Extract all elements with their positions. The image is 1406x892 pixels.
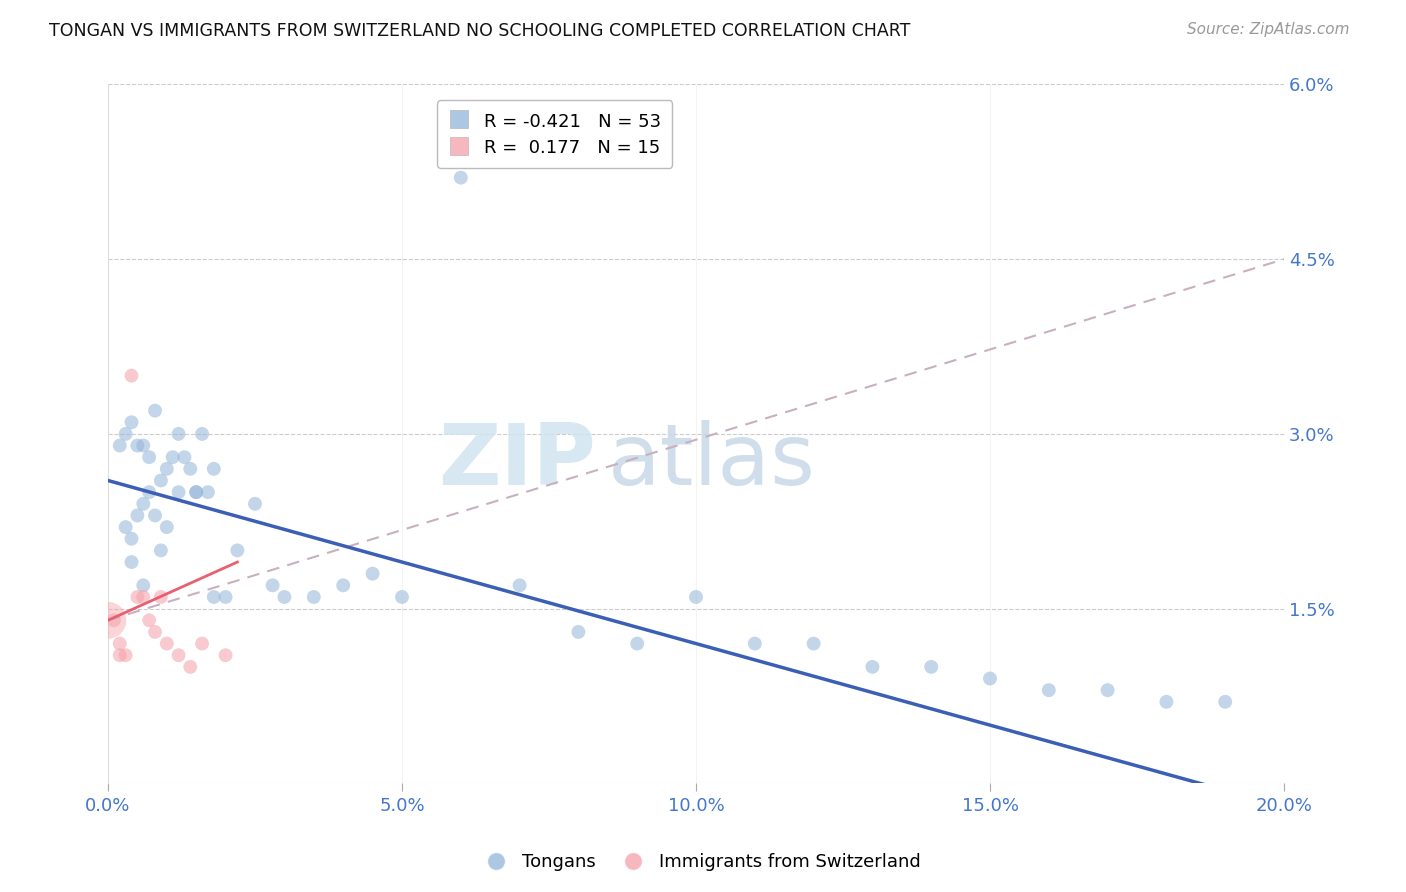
Point	[108, 637, 131, 651]
Point	[149, 543, 172, 558]
Point	[450, 170, 472, 185]
Point	[860, 660, 883, 674]
Point	[1038, 683, 1060, 698]
Point	[121, 368, 143, 383]
Point	[132, 497, 155, 511]
Point	[567, 624, 589, 639]
Point	[509, 578, 531, 592]
Point	[143, 624, 166, 639]
Point	[1156, 695, 1178, 709]
Point	[138, 485, 160, 500]
Point	[97, 613, 120, 627]
Text: TONGAN VS IMMIGRANTS FROM SWITZERLAND NO SCHOOLING COMPLETED CORRELATION CHART: TONGAN VS IMMIGRANTS FROM SWITZERLAND NO…	[49, 22, 911, 40]
Point	[202, 462, 225, 476]
Point	[167, 485, 190, 500]
Point	[121, 532, 143, 546]
Point	[1097, 683, 1119, 698]
Point	[138, 613, 160, 627]
Point	[143, 403, 166, 417]
Point	[173, 450, 195, 465]
Point	[162, 450, 184, 465]
Point	[114, 426, 136, 441]
Text: ZIP: ZIP	[439, 420, 596, 503]
Point	[149, 474, 172, 488]
Point	[143, 508, 166, 523]
Point	[167, 426, 190, 441]
Point	[179, 462, 201, 476]
Point	[1213, 695, 1236, 709]
Point	[332, 578, 354, 592]
Point	[121, 415, 143, 429]
Point	[214, 590, 236, 604]
Point	[191, 426, 214, 441]
Point	[920, 660, 942, 674]
Point	[127, 508, 149, 523]
Point	[138, 450, 160, 465]
Point	[103, 613, 125, 627]
Point	[179, 660, 201, 674]
Point	[132, 590, 155, 604]
Point	[197, 485, 219, 500]
Point	[685, 590, 707, 604]
Point	[167, 648, 190, 663]
Point	[191, 637, 214, 651]
Point	[302, 590, 325, 604]
Point	[361, 566, 384, 581]
Point	[243, 497, 266, 511]
Point	[391, 590, 413, 604]
Point	[202, 590, 225, 604]
Point	[149, 590, 172, 604]
Point	[214, 648, 236, 663]
Point	[121, 555, 143, 569]
Point	[108, 438, 131, 452]
Point	[273, 590, 295, 604]
Legend: Tongans, Immigrants from Switzerland: Tongans, Immigrants from Switzerland	[478, 847, 928, 879]
Point	[127, 438, 149, 452]
Point	[186, 485, 208, 500]
Point	[979, 672, 1001, 686]
Text: Source: ZipAtlas.com: Source: ZipAtlas.com	[1187, 22, 1350, 37]
Point	[108, 648, 131, 663]
Point	[262, 578, 284, 592]
Point	[156, 520, 179, 534]
Point	[156, 462, 179, 476]
Text: atlas: atlas	[607, 420, 815, 503]
Point	[114, 520, 136, 534]
Legend: R = -0.421   N = 53, R =  0.177   N = 15: R = -0.421 N = 53, R = 0.177 N = 15	[437, 101, 672, 168]
Point	[132, 578, 155, 592]
Point	[127, 590, 149, 604]
Point	[626, 637, 648, 651]
Point	[226, 543, 249, 558]
Point	[114, 648, 136, 663]
Point	[156, 637, 179, 651]
Point	[744, 637, 766, 651]
Point	[132, 438, 155, 452]
Point	[186, 485, 208, 500]
Point	[803, 637, 825, 651]
